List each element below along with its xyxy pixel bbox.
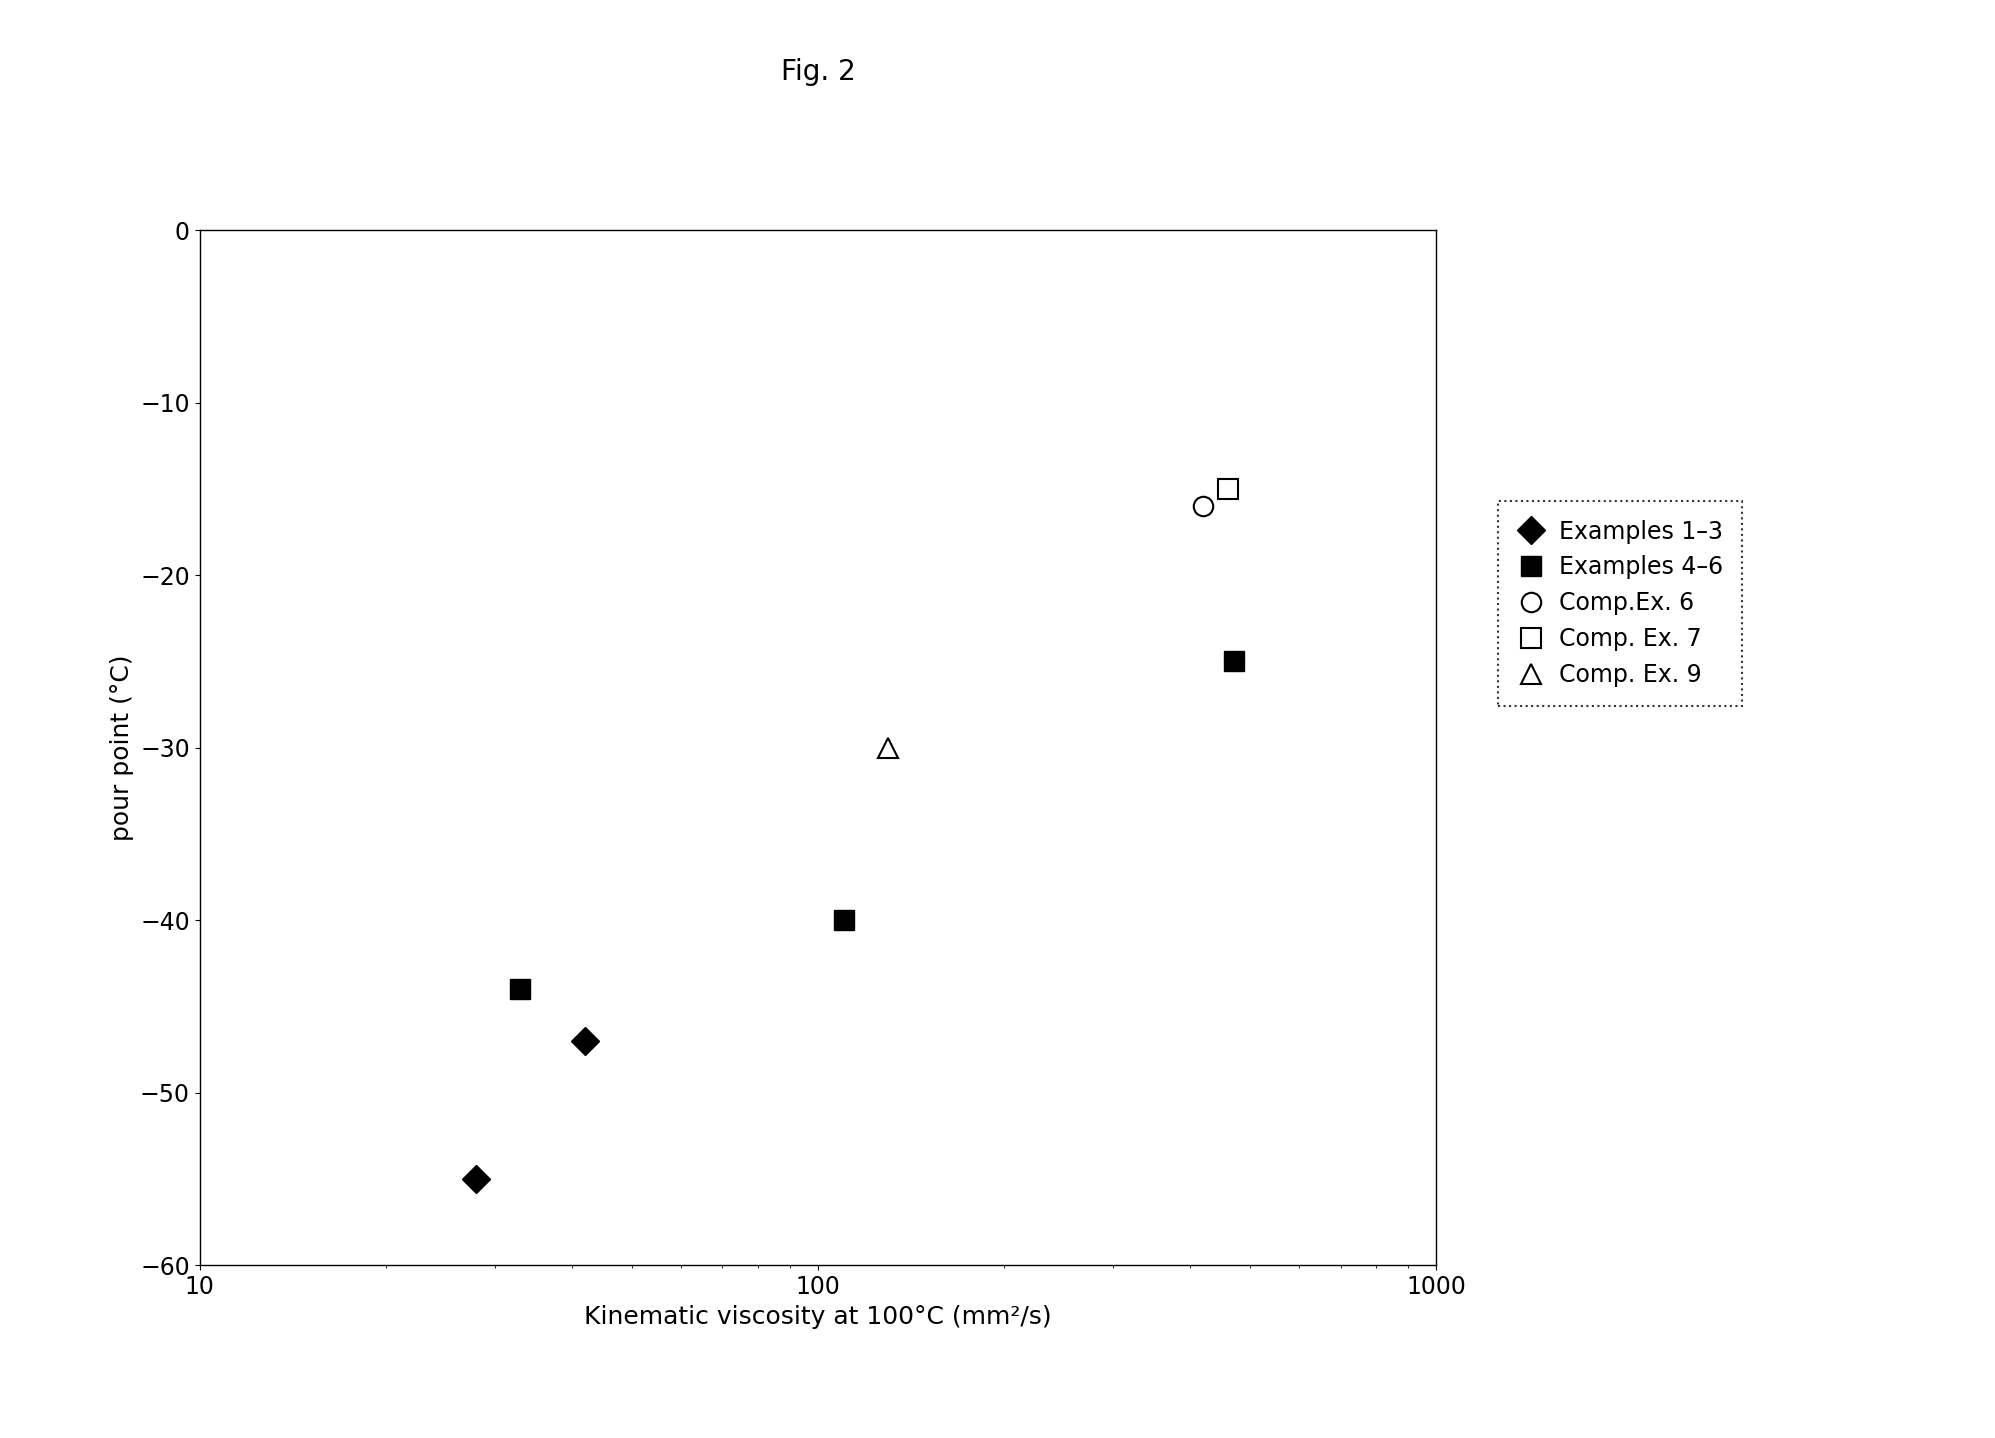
Line: Examples 4–6: Examples 4–6 <box>511 651 1243 999</box>
Examples 1–3 <box>465 1171 489 1188</box>
Y-axis label: pour point (°C): pour point (°C) <box>110 654 134 841</box>
Text: Fig. 2: Fig. 2 <box>780 58 856 85</box>
Examples 4–6 <box>509 981 533 998</box>
Examples 4–6 <box>832 912 856 929</box>
X-axis label: Kinematic viscosity at 100°C (mm²/s): Kinematic viscosity at 100°C (mm²/s) <box>585 1304 1051 1329</box>
Examples 1–3 <box>573 1032 597 1050</box>
Examples 4–6 <box>1221 653 1245 670</box>
Line: Examples 1–3: Examples 1–3 <box>467 1031 595 1189</box>
Legend: Examples 1–3, Examples 4–6, Comp.Ex. 6, Comp. Ex. 7, Comp. Ex. 9: Examples 1–3, Examples 4–6, Comp.Ex. 6, … <box>1498 500 1742 706</box>
